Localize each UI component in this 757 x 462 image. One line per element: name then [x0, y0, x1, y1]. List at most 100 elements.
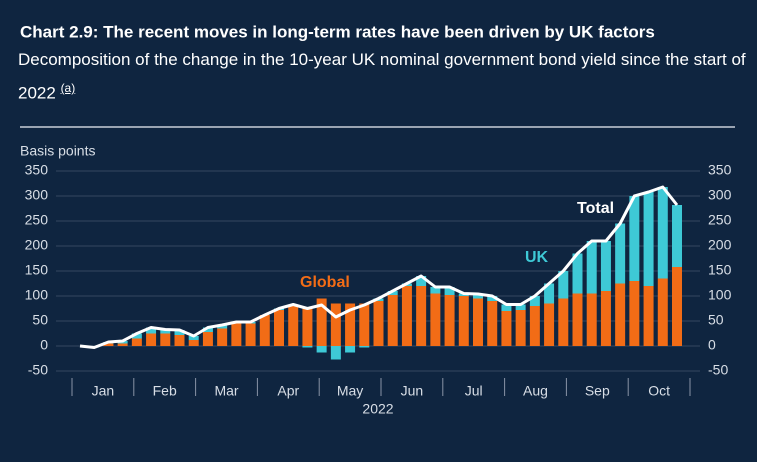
bar-segment	[572, 293, 583, 346]
y2-tick-label: 100	[708, 287, 732, 303]
bar-segment	[188, 336, 199, 340]
subtitle-box: Decomposition of the change in the 10-ye…	[18, 46, 748, 106]
x-tick-label: Oct	[648, 383, 670, 399]
bar-segment	[629, 281, 640, 346]
bar-segment	[515, 310, 526, 346]
bar-segment	[288, 306, 299, 346]
bar-segment	[373, 301, 384, 346]
bar-segment	[401, 286, 412, 346]
bar-segment	[202, 327, 213, 332]
bar-segment	[174, 335, 185, 346]
x-tick-label: Aug	[523, 383, 548, 399]
bar-segment	[245, 323, 256, 346]
y2-tick-label: 50	[708, 312, 724, 328]
bar-segment	[188, 340, 199, 346]
y2-tick-label: 250	[708, 212, 732, 228]
x-axis-label: 2022	[362, 401, 393, 417]
bar-segment	[672, 205, 682, 267]
y-tick-label: 50	[32, 312, 48, 328]
footnote-marker[interactable]: (a)	[60, 81, 76, 95]
bar-segment	[131, 333, 142, 339]
bar-segment	[160, 329, 171, 334]
bar-segment	[302, 307, 313, 346]
bar-segment	[657, 187, 668, 279]
bar-segment	[529, 306, 540, 346]
bar-segment	[572, 253, 583, 294]
bar-segment	[202, 332, 213, 346]
y2-tick-label: 150	[708, 262, 732, 278]
series-label: Global	[300, 274, 350, 291]
bar-segment	[544, 303, 555, 346]
bar-segment	[473, 298, 483, 346]
subtitle: Decomposition of the change in the 10-ye…	[18, 46, 748, 106]
bar-segment	[501, 304, 512, 311]
series-label: Total	[577, 200, 614, 217]
bar-segment	[672, 267, 682, 346]
bar-segment	[259, 315, 270, 346]
bar-segment	[146, 333, 157, 346]
bar-segment	[487, 301, 498, 346]
y-tick-label: 250	[25, 212, 49, 228]
bar-segment	[629, 196, 640, 281]
y-tick-label: -50	[28, 362, 48, 378]
bar-segment	[487, 296, 498, 301]
bar-segment	[387, 295, 398, 346]
bar-segment	[387, 291, 398, 295]
bar-segment	[146, 327, 157, 334]
bar-segment	[316, 346, 327, 353]
bar-segment	[274, 310, 284, 346]
bar-segment	[160, 333, 171, 346]
y2-tick-label: 300	[708, 187, 732, 203]
bar-segment	[501, 311, 512, 346]
x-tick-label: Apr	[277, 383, 299, 399]
y-axis-label: Basis points	[20, 143, 95, 159]
bar-segment	[330, 346, 341, 360]
bar-segment	[174, 330, 185, 335]
bar-segment	[345, 303, 356, 346]
y-tick-label: 350	[25, 162, 49, 178]
x-tick-label: Mar	[214, 383, 238, 399]
bar-segment	[558, 298, 569, 346]
y-tick-label: 200	[25, 237, 49, 253]
bar-segment	[458, 296, 469, 346]
bar-segment	[416, 276, 427, 286]
bar-segment	[430, 293, 441, 346]
x-tick-label: Sep	[585, 383, 610, 399]
bar-segment	[302, 346, 313, 348]
bar-segment	[473, 294, 483, 299]
bar-segment	[529, 296, 540, 306]
bar-segment	[444, 287, 455, 295]
y-tick-label: 0	[40, 337, 48, 353]
x-tick-label: May	[337, 383, 363, 399]
bar-segment	[600, 241, 611, 291]
bar-segment	[600, 291, 611, 346]
bar-segment	[515, 304, 526, 310]
bar-segment	[117, 343, 128, 346]
bar-segment	[217, 325, 228, 329]
y2-tick-label: 350	[708, 162, 732, 178]
x-tick-label: Feb	[153, 383, 177, 399]
bar-segment	[231, 323, 242, 346]
series-label: UK	[525, 249, 549, 266]
subtitle-text: Decomposition of the change in the 10-ye…	[18, 50, 746, 103]
bar-segment	[643, 192, 654, 286]
bar-segment	[359, 346, 370, 348]
bar-segment	[131, 338, 142, 346]
y2-tick-label: -50	[708, 362, 728, 378]
bar-segment	[657, 278, 668, 346]
bar-segment	[330, 303, 341, 346]
bar-segment	[430, 287, 441, 294]
bar-segment	[359, 303, 370, 346]
bar-segment	[217, 328, 228, 346]
bar-segment	[444, 295, 455, 346]
x-tick-label: Jan	[92, 383, 115, 399]
y2-tick-label: 200	[708, 237, 732, 253]
chart-title: Chart 2.9: The recent moves in long-term…	[20, 22, 655, 41]
bar-segment	[586, 241, 597, 294]
bar-segment	[615, 223, 626, 284]
bar-segment	[416, 286, 427, 346]
bar-segment	[643, 286, 654, 346]
total-line	[79, 185, 679, 349]
